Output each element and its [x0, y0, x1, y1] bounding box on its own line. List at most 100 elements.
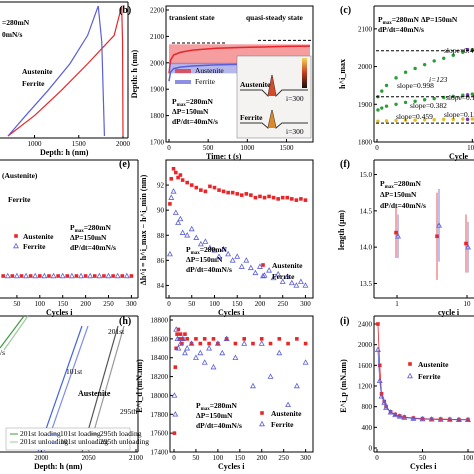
a-unloading-curve [97, 5, 106, 137]
d-pmax: Pmax=280mN [70, 223, 112, 234]
i-point-ferrite [396, 413, 403, 419]
d-point-austenite [129, 274, 134, 278]
e-point-austenite [235, 192, 240, 196]
h-point-ferrite [258, 340, 265, 346]
g-curve-2 [3, 315, 29, 351]
e-xlabel: Cycles i [218, 308, 245, 317]
i-point-ferrite [410, 415, 417, 421]
h-point-austenite [259, 337, 264, 341]
f-point-austenite [464, 241, 468, 246]
i-point-austenite [411, 416, 416, 420]
h-point-ferrite [174, 335, 181, 342]
b-xtick-label: 0 [167, 144, 171, 152]
c-point [465, 117, 470, 122]
c-point [461, 93, 465, 97]
e-point-austenite [221, 189, 226, 194]
b-xtick-label: 1000 [240, 144, 255, 152]
e-xtick-label: 100 [209, 300, 220, 308]
i-point-ferrite [387, 409, 394, 415]
c-point [422, 118, 427, 122]
panel-d: 50 100 150 200 250 300 Cycles i (Austenite) Ferr… [0, 159, 139, 317]
b-ytick-label: 1700 [150, 139, 165, 147]
h-ytick-label: 18800 [151, 317, 169, 325]
panel-h: 0 50 100 150 200 250 300 17400 17600 17800 18000 18… [119, 315, 314, 471]
e-point-ferrite [172, 209, 179, 215]
i-point-austenite [402, 415, 407, 419]
d-point-austenite [47, 274, 51, 278]
e-point-ferrite [266, 267, 273, 273]
c-point [470, 117, 474, 121]
h-point-ferrite [184, 345, 191, 351]
c-point [380, 106, 384, 110]
h-legend-austenite: Austenite [271, 409, 302, 418]
b-xlabel: Time: t (s) [206, 152, 242, 161]
h-point-austenite [189, 341, 194, 346]
e-point-austenite [267, 194, 271, 199]
h-point-austenite [194, 337, 198, 341]
b-ytick-label: 1800 [150, 112, 165, 120]
i-ytick-label: 800 [362, 403, 373, 411]
e-point-ferrite [243, 257, 250, 263]
f-point-ferrite [465, 243, 471, 250]
panel-g: 2000 2050 2100 Depth: h (nm) /s 201st 101st 295… [0, 315, 149, 471]
d-point-ferrite [50, 272, 57, 279]
d-xtick-label: 250 [103, 300, 114, 308]
c-slope-label: slope=0.459 [396, 112, 433, 121]
g-label-101st: 101st [66, 367, 83, 376]
h-pmax: Pmax=280mN [196, 401, 238, 412]
i-point-austenite [397, 414, 402, 418]
e-point-ferrite [279, 278, 286, 284]
g-legend-box [5, 427, 131, 451]
h-point-austenite [174, 346, 178, 351]
b-inset-label-ferrite: Ferrite [240, 113, 263, 122]
h-ytick-label: 17600 [151, 430, 169, 438]
i-ytick-label: 1600 [358, 362, 373, 370]
g-text-rate: /s [0, 348, 5, 357]
b-xtick-label: 500 [203, 144, 214, 152]
h-point-ferrite [302, 359, 309, 365]
e-point-ferrite [177, 215, 184, 222]
c-point [422, 62, 427, 67]
c-panel-letter: (c) [340, 5, 351, 16]
h-ytick-label: 18400 [151, 354, 169, 362]
h-point-austenite [233, 341, 238, 346]
g-legend-item: 101st loading [60, 429, 101, 438]
d-point-austenite [19, 274, 24, 278]
b-xtick-label: 1500 [280, 144, 295, 152]
h-point-austenite [207, 341, 211, 346]
b-pmax: Pmax=280mN [172, 97, 214, 108]
e-point-austenite [185, 180, 189, 185]
h-point-ferrite [197, 349, 204, 356]
i-legend-marker-austenite [408, 362, 412, 366]
h-point-ferrite [276, 349, 283, 356]
b-inset-label-austenite: Austenite [240, 80, 271, 89]
b-text-transient: transient state [169, 13, 215, 22]
d-point-ferrite [13, 272, 20, 279]
h-point-austenite [295, 337, 299, 341]
b-inset-i-austenite: i=300 [286, 94, 304, 103]
h-xtick-label: 200 [256, 454, 267, 462]
e-point-austenite [174, 170, 178, 175]
c-point [451, 53, 455, 57]
d-point-ferrite [87, 272, 94, 279]
c-point [376, 108, 380, 112]
h-point-austenite [183, 332, 187, 336]
e-point-austenite [294, 198, 299, 202]
d-xtick-label: 100 [35, 300, 46, 308]
e-point-ferrite [247, 264, 254, 271]
e-xtick-label: 300 [300, 300, 311, 308]
h-point-austenite [176, 327, 181, 332]
e-point-austenite [253, 195, 258, 200]
d-xtick-label: 150 [57, 300, 68, 308]
a-xtick-label: 2000 [116, 140, 131, 148]
g-xlabel: Depth: h (nm) [34, 462, 83, 471]
a-text-pmax: =280mN [2, 18, 30, 27]
h-point-austenite [286, 341, 290, 346]
h-point-ferrite [214, 340, 221, 346]
h-point-austenite [175, 332, 179, 336]
d-point-ferrite [96, 272, 103, 279]
f-rate: dP/dt=40mN/s [380, 201, 426, 210]
e-point-austenite [178, 173, 183, 177]
d-legend-marker-ferrite [13, 242, 19, 249]
